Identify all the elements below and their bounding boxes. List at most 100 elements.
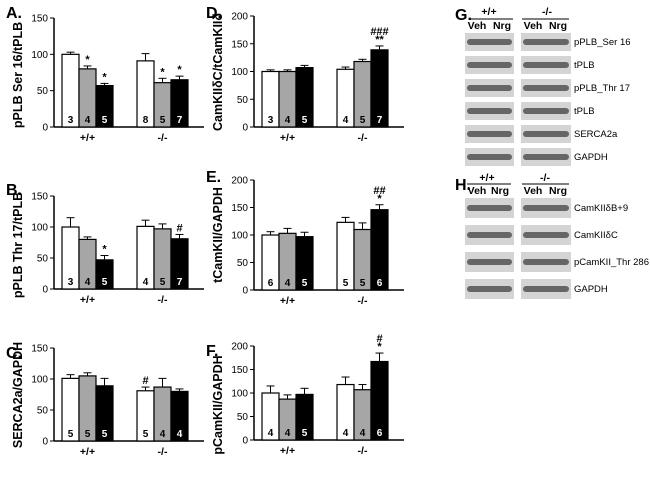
y-axis-label: pCamKII/GAPDH [211,355,225,454]
blot-band [523,131,569,137]
panel-a-title: A. [6,5,22,22]
n-label: 5 [360,115,366,126]
n-label: 3 [268,115,274,126]
blot-band [523,286,569,292]
n-label: 4 [343,115,349,126]
group-label: -/- [158,446,168,458]
blot-g-lane-2: Nrg [493,20,511,32]
n-label: 4 [143,277,149,288]
y-axis-label: pPLB Ser 16/tPLB [11,22,25,128]
n-label: 4 [285,428,291,439]
blot-band [467,232,512,238]
blot-h-lane-4: Nrg [549,185,567,197]
significance-mark: * [377,341,382,353]
panel-g-title: G. [455,7,472,24]
blot-band [467,85,512,91]
blot-band [467,205,512,211]
n-label: 5 [302,278,308,289]
y-tick-label: 0 [242,436,248,447]
western-blot-g: G. +/+ -/- Veh Nrg Veh Nrg pPLB_Ser 16 tP… [455,6,631,166]
n-label: 5 [102,115,108,126]
group-label: +/+ [280,295,295,307]
y-tick-label: 0 [242,286,248,297]
y-axis-label: pPLB Thr 17/tPLB [11,192,25,298]
significance-mark: ### [370,26,388,38]
blot-h-genotype-wt: +/+ [479,172,494,184]
blot-row-label: pCamKII_Thr 286 [574,257,649,268]
n-label: 4 [285,278,291,289]
y-tick-label: 50 [37,406,49,417]
blot-band [467,259,512,265]
blot-g-genotype-wt: +/+ [481,6,496,18]
y-axis-label: tCamKII/GAPDH [211,187,225,283]
group-label: +/+ [80,294,95,306]
y-tick-label: 150 [231,203,248,214]
n-label: 5 [85,429,91,440]
blot-row-label: GAPDH [574,284,608,295]
y-tick-label: 0 [42,285,48,296]
panel-h-title: H. [455,177,471,194]
group-label: -/- [358,295,368,307]
n-label: 5 [343,278,349,289]
y-tick-label: 50 [237,95,249,106]
group-label: +/+ [80,446,95,458]
n-label: 5 [360,278,366,289]
y-tick-label: 200 [231,176,248,187]
n-label: 5 [302,115,308,126]
blot-g-lane-1: Veh [468,20,487,32]
group-label: -/- [158,132,168,144]
y-tick-label: 100 [31,50,48,61]
n-label: 5 [102,429,108,440]
n-label: 6 [377,278,383,289]
n-label: 5 [160,115,166,126]
n-label: 8 [143,115,149,126]
significance-mark: * [160,66,165,78]
y-tick-label: 150 [231,39,248,50]
blot-row-label: pPLB_Thr 17 [574,83,630,94]
y-tick-label: 200 [231,12,248,23]
blot-band [523,85,569,91]
n-label: 5 [68,429,74,440]
blot-band [523,62,569,68]
y-tick-label: 150 [31,14,48,25]
n-label: 7 [177,277,183,288]
blot-row-label: GAPDH [574,152,608,163]
y-tick-label: 50 [37,86,49,97]
group-label: -/- [358,132,368,144]
significance-mark: * [177,64,182,76]
significance-mark: * [85,54,90,66]
y-tick-label: 100 [231,231,248,242]
n-label: 4 [85,115,91,126]
panel-c-title: C. [6,345,22,362]
n-label: 5 [302,428,308,439]
blot-band [467,131,512,137]
blot-row-label: CamKIIδB+9 [574,203,628,214]
y-tick-label: 100 [31,375,48,386]
n-label: 5 [102,277,108,288]
group-label: -/- [158,294,168,306]
panel-b-title: B. [6,182,22,199]
blot-g-genotype-ko: -/- [542,6,552,18]
n-label: 4 [360,428,366,439]
n-label: 5 [143,429,149,440]
n-label: 7 [177,115,183,126]
significance-mark: ** [375,34,384,46]
panel-f-title: F. [206,343,218,360]
blot-h-lane-2: Nrg [491,185,509,197]
significance-mark: # [376,333,382,345]
blot-row-label: tPLB [574,60,595,71]
panel-e-title: E. [206,169,221,186]
n-label: 4 [177,429,183,440]
y-tick-label: 200 [231,342,248,353]
blot-h-genotype-ko: -/- [540,172,550,184]
blot-h-lane-1: Veh [468,185,487,197]
blot-row-label: SERCA2a [574,129,618,140]
y-tick-label: 0 [42,437,48,448]
n-label: 5 [160,277,166,288]
blot-row-label: pPLB_Ser 16 [574,37,631,48]
group-label: +/+ [280,132,295,144]
